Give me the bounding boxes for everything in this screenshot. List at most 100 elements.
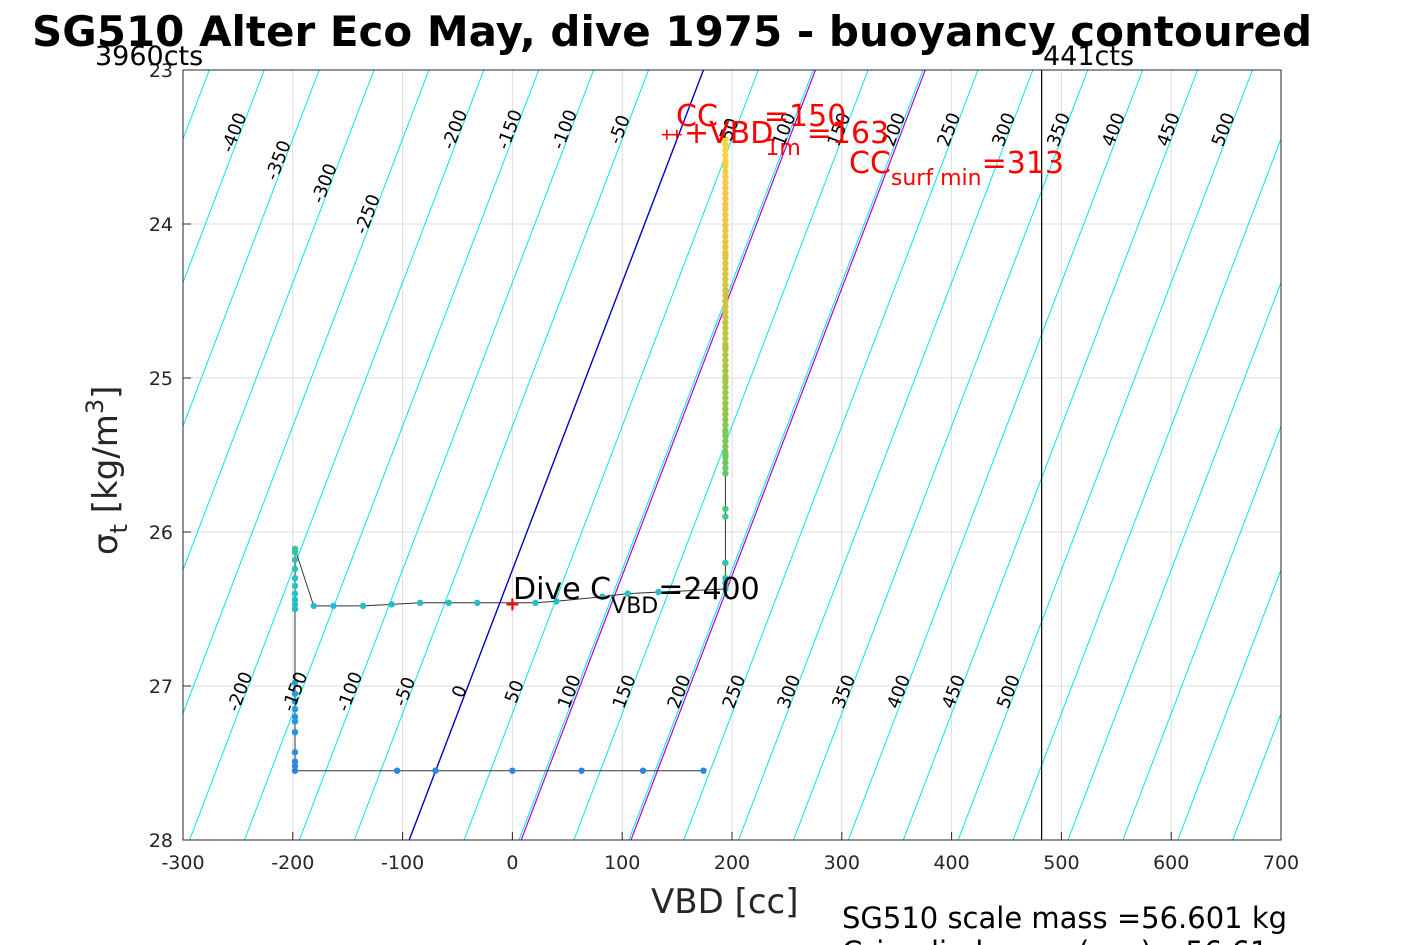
profile-point xyxy=(722,287,729,294)
x-tick-label: 600 xyxy=(1153,852,1189,874)
profile-point xyxy=(291,749,299,756)
profile-point xyxy=(722,346,729,353)
profile-point xyxy=(291,601,299,608)
profile-point xyxy=(722,585,729,593)
profile-point xyxy=(291,582,299,590)
profile-point xyxy=(722,152,729,159)
profile-point xyxy=(722,357,729,364)
profile-point xyxy=(722,443,729,450)
y-axis-label: σt [kg/m3] xyxy=(81,386,133,555)
contour-line xyxy=(0,70,154,840)
profile-point xyxy=(722,254,729,262)
contour-line xyxy=(683,70,979,840)
right-counts-label: 441cts xyxy=(1043,41,1134,72)
profile-point xyxy=(722,260,729,267)
profile-point xyxy=(639,767,647,774)
profile-point xyxy=(722,238,729,245)
contour-line xyxy=(1067,281,1281,840)
contour-line xyxy=(1122,424,1281,840)
y-tick-label: 23 xyxy=(149,60,173,82)
profile-point xyxy=(722,303,729,310)
profile-point xyxy=(722,330,729,337)
purple-reference-line xyxy=(630,70,926,840)
profile-point xyxy=(722,297,729,305)
profile-point xyxy=(416,599,424,607)
contour-line xyxy=(628,70,924,840)
cc-marker-2 xyxy=(671,129,682,140)
contour-line xyxy=(0,70,100,840)
contour-line xyxy=(0,70,45,840)
profile-point xyxy=(722,206,729,213)
profile-point xyxy=(291,713,299,720)
contour-line xyxy=(353,70,650,840)
profile-point xyxy=(291,556,299,563)
profile-point xyxy=(722,470,729,477)
y-tick-label: 24 xyxy=(149,214,173,236)
y-tick-label: 25 xyxy=(149,368,173,390)
axis-ticks: -300 -200 -100 0 100 200 300 400 500 600 700 23 24 25… xyxy=(149,60,1299,874)
profile-point xyxy=(532,599,539,607)
profile-point xyxy=(700,767,707,774)
cc-marker-1 xyxy=(661,129,672,140)
contour-line xyxy=(902,70,1199,840)
reference-lines xyxy=(408,70,1043,840)
profile-point xyxy=(291,718,299,725)
profile-point xyxy=(722,190,729,197)
contour-line xyxy=(183,70,375,572)
profile-point xyxy=(291,698,299,705)
profile-point xyxy=(553,598,560,605)
profile-point xyxy=(722,384,729,391)
profile-point xyxy=(722,432,729,439)
contour-line xyxy=(183,70,320,428)
profile-point xyxy=(722,313,729,321)
profile-point xyxy=(291,767,299,774)
profile-point xyxy=(722,136,729,143)
profile-point xyxy=(388,601,395,608)
profile-point xyxy=(722,179,729,186)
profile-point xyxy=(722,448,729,456)
x-tick-label: -200 xyxy=(271,852,314,874)
contour-line xyxy=(847,70,1144,840)
plot-border xyxy=(182,69,1282,841)
profile-point xyxy=(291,575,299,582)
purple-reference-line xyxy=(520,70,817,840)
profile-point xyxy=(722,464,729,472)
profile-point xyxy=(722,216,729,224)
contour-line xyxy=(189,70,485,840)
profile-point xyxy=(624,590,631,597)
x-tick-label: -300 xyxy=(161,852,204,874)
profile-point xyxy=(578,767,585,774)
dive-profile xyxy=(291,136,729,774)
profile-point xyxy=(722,505,729,513)
x-axis-label: VBD [cc] xyxy=(651,882,799,922)
profile-point xyxy=(722,513,729,520)
profile-point xyxy=(722,579,729,587)
y-tick-label: 26 xyxy=(149,522,173,544)
contour-line xyxy=(1397,70,1417,840)
profile-point xyxy=(509,767,516,774)
profile-point xyxy=(722,157,729,165)
profile-point xyxy=(722,163,729,170)
profile-point xyxy=(722,437,729,445)
profile-point xyxy=(722,308,729,315)
profile-point xyxy=(722,367,729,375)
profile-point xyxy=(722,243,729,251)
profile-point xyxy=(722,281,729,289)
profile-point xyxy=(722,276,729,283)
profile-point xyxy=(722,184,729,192)
markers xyxy=(506,129,682,611)
profile-point xyxy=(722,211,729,218)
vbd-1m-annotation: +VBD1m =163 xyxy=(684,116,889,161)
zero-buoyancy-line xyxy=(408,70,705,840)
cc-annotation: CC =150 xyxy=(676,99,846,134)
x-tick-label: 300 xyxy=(824,852,860,874)
contour-line xyxy=(518,70,814,840)
implied-mass-text: Cimplied mass (ops) =56.61 xyxy=(842,935,1268,945)
profile-point xyxy=(722,270,729,278)
contour-line xyxy=(183,70,430,715)
profile-point xyxy=(722,421,729,429)
profile-point xyxy=(722,227,729,235)
profile-point xyxy=(722,146,729,154)
profile-point xyxy=(291,605,299,613)
profile-point xyxy=(291,590,299,597)
